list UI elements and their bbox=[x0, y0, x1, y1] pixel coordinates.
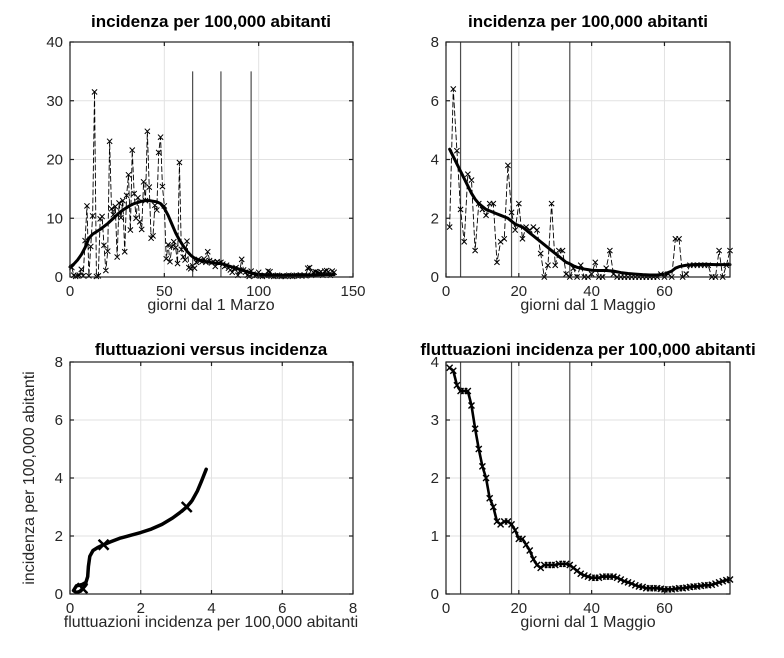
subplot-bottom-left-ylabel: incidenza per 100,000 abitanti bbox=[21, 371, 38, 585]
subplot-bottom-right-plot-area: 0 20 40 60 0 1 2 3 4 bbox=[431, 354, 734, 617]
y-tick-label: 4 bbox=[431, 354, 439, 371]
subplot-bottom-left-xlabel: fluttuazioni incidenza per 100,000 abita… bbox=[63, 614, 359, 631]
x-tick-label: 20 bbox=[510, 283, 527, 300]
y-tick-label: 2 bbox=[431, 470, 439, 487]
y-tick-label: 2 bbox=[431, 210, 439, 227]
y-tick-label: 6 bbox=[55, 412, 63, 429]
subplot-top-left-plot-area: 0 50 100 150 0 10 20 30 40 bbox=[46, 34, 365, 300]
x-tick-label: 0 bbox=[66, 283, 74, 300]
x-tick-label: 150 bbox=[340, 283, 365, 300]
x-tick-label: 8 bbox=[349, 600, 357, 617]
x-tick-label: 60 bbox=[656, 283, 673, 300]
y-tick-label: 0 bbox=[431, 586, 439, 603]
y-tick-label: 0 bbox=[55, 586, 63, 603]
y-tick-label: 4 bbox=[431, 152, 439, 169]
x-tick-label: 0 bbox=[442, 283, 450, 300]
x-tick-label: 2 bbox=[137, 600, 145, 617]
subplot-bottom-right-xlabel: giorni dal 1 Maggio bbox=[520, 614, 656, 631]
x-tick-label: 0 bbox=[66, 600, 74, 617]
y-tick-label: 8 bbox=[431, 34, 439, 51]
subplot-top-right-xlabel: giorni dal 1 Maggio bbox=[520, 297, 656, 314]
subplot-top-right-title: incidenza per 100,000 abitanti bbox=[468, 12, 708, 31]
y-tick-label: 4 bbox=[55, 470, 63, 487]
x-tick-label: 60 bbox=[656, 600, 673, 617]
x-tick-label: 4 bbox=[207, 600, 215, 617]
y-tick-label: 3 bbox=[431, 412, 439, 429]
x-tick-label: 40 bbox=[583, 600, 600, 617]
y-tick-label: 10 bbox=[46, 210, 63, 227]
subplot-top-left-xlabel: giorni dal 1 Marzo bbox=[147, 297, 275, 314]
y-tick-label: 30 bbox=[46, 93, 63, 110]
y-tick-label: 20 bbox=[46, 152, 63, 169]
subplot-top-left-title: incidenza per 100,000 abitanti bbox=[91, 12, 331, 31]
x-tick-label: 0 bbox=[442, 600, 450, 617]
y-tick-label: 1 bbox=[431, 528, 439, 545]
y-tick-label: 0 bbox=[55, 269, 63, 286]
y-tick-label: 2 bbox=[55, 528, 63, 545]
x-tick-label: 6 bbox=[278, 600, 286, 617]
x-tick-label: 20 bbox=[510, 600, 527, 617]
subplot-bottom-right-title: fluttuazioni incidenza per 100,000 abita… bbox=[420, 340, 756, 359]
subplot-top-right-plot-area: 0 20 40 60 0 2 4 6 8 bbox=[431, 34, 733, 300]
x-tick-label: 50 bbox=[156, 283, 173, 300]
x-tick-label: 40 bbox=[583, 283, 600, 300]
y-tick-label: 6 bbox=[431, 93, 439, 110]
y-tick-label: 40 bbox=[46, 34, 63, 51]
y-tick-label: 0 bbox=[431, 269, 439, 286]
y-tick-label: 8 bbox=[55, 354, 63, 371]
subplot-bottom-left-title: fluttuazioni versus incidenza bbox=[94, 340, 328, 359]
x-tick-label: 100 bbox=[246, 283, 271, 300]
subplot-bottom-left-plot-area: 0 2 4 6 8 0 2 4 6 8 bbox=[55, 354, 358, 617]
